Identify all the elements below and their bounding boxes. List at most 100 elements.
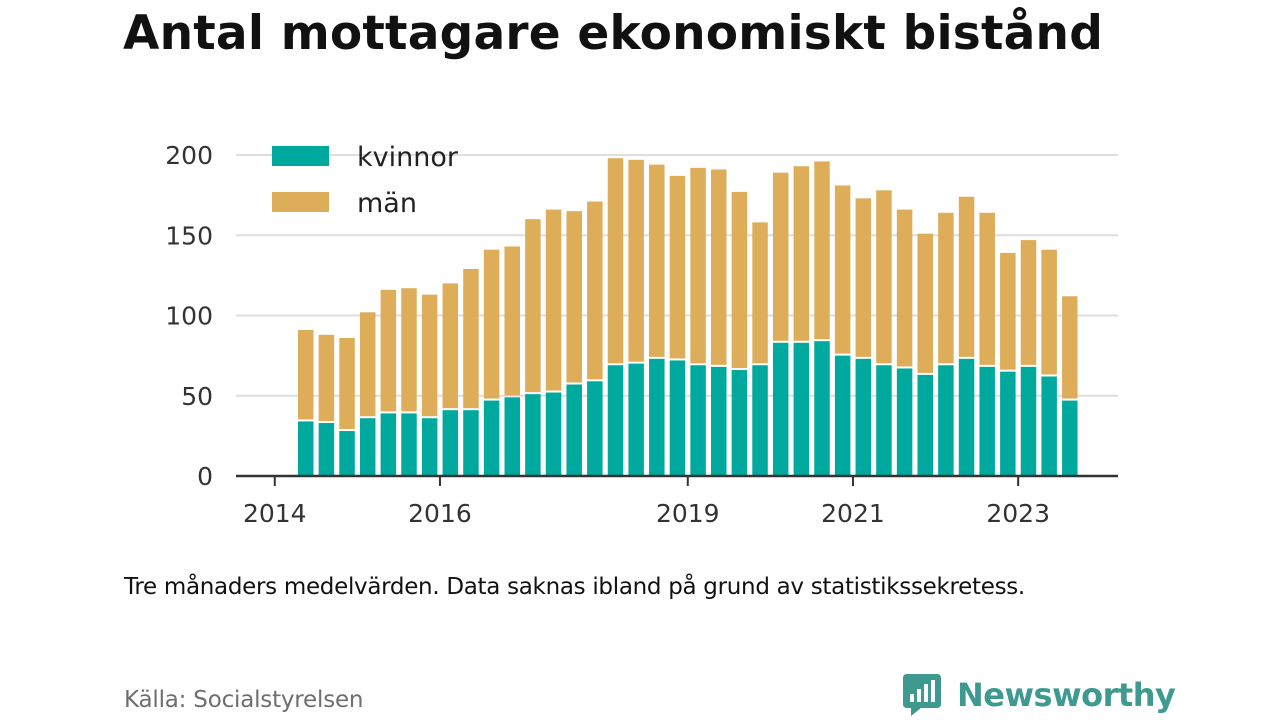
bar-man [731,191,748,369]
bar-kvinnor [1062,400,1078,476]
chart-note: Tre månaders medelvärden. Data saknas ib… [124,574,1025,600]
bar-kvinnor [339,431,355,476]
bar-kvinnor [793,342,810,476]
bar-kvinnor [607,365,624,476]
bar-kvinnor [566,384,582,476]
bar-kvinnor [690,365,706,476]
bar-kvinnor [669,360,686,476]
chart-title: Antal mottagare ekonomiskt bistånd [123,6,1104,61]
bar-man [359,312,376,417]
bar-kvinnor [1041,376,1057,476]
legend-swatch [272,146,329,166]
bar-man [607,158,624,364]
legend-label: kvinnor [357,142,459,173]
bar-kvinnor [938,365,954,476]
bar-kvinnor [380,413,397,476]
x-tick-label: 2021 [821,499,885,528]
bar-man [896,209,913,367]
bar-kvinnor [525,394,541,476]
bar-kvinnor [917,374,933,476]
bar-kvinnor [318,423,335,476]
bar-man [318,334,335,422]
bar-man [752,222,768,364]
legend: kvinnor män [272,142,459,219]
bar-kvinnor [545,392,562,476]
y-tick-label: 150 [165,221,213,250]
bar-man [649,164,665,357]
bar-man [834,185,851,354]
bar-kvinnor [298,421,314,476]
bar-man [380,289,397,412]
bar-man [876,190,892,364]
bar-man [421,294,438,417]
bar-kvinnor [876,365,892,476]
bar-kvinnor [814,341,830,476]
bar-man [711,169,727,365]
bar-man [958,196,975,357]
bar-man [587,201,603,380]
bar-kvinnor [896,368,913,476]
bar-kvinnor [649,358,665,476]
x-tick-label: 2019 [656,499,720,528]
bar-man [463,268,479,409]
newsworthy-logo-icon [903,674,941,716]
bar-man [979,212,995,365]
bar-kvinnor [401,413,417,476]
y-tick-label: 200 [165,141,213,170]
x-tick-label: 2023 [986,499,1050,528]
bar-kvinnor [772,342,789,476]
bar-man [793,166,810,341]
bar-kvinnor [421,418,438,476]
bars [298,158,1078,476]
bar-man [525,219,541,393]
bar-man [814,161,830,340]
bar-kvinnor [442,410,459,476]
bar-kvinnor [958,358,975,476]
bar-man [1062,296,1078,399]
bar-kvinnor [359,418,376,476]
bar-man [772,172,789,341]
legend-swatch [272,192,329,212]
bar-man [298,329,314,420]
stacked-bar-chart: 0 50 100 150 200 2014 2016 2019 2021 2023 kvinnor… [165,141,1118,528]
newsworthy-logo-text: Newsworthy [957,676,1176,714]
bar-man [566,211,582,383]
bar-kvinnor [711,366,727,476]
bar-man [938,212,954,364]
bar-man [442,283,459,409]
bar-man [545,209,562,391]
bar-kvinnor [463,410,479,476]
y-tick-label: 50 [181,382,213,411]
y-tick-label: 0 [197,462,213,491]
bar-man [339,337,355,430]
bar-man [401,288,417,412]
bar-man [1020,240,1037,365]
source-label: Källa: Socialstyrelsen [124,687,364,713]
x-tick-label: 2014 [243,499,307,528]
x-tick-label: 2016 [408,499,472,528]
bar-man [1000,252,1016,370]
bar-man [690,167,706,364]
bar-kvinnor [504,397,520,476]
bar-kvinnor [834,355,851,476]
bar-man [669,175,686,359]
bar-man [855,198,872,357]
legend-label: män [357,188,417,219]
bar-kvinnor [1020,366,1037,476]
bar-kvinnor [587,381,603,476]
bar-kvinnor [628,363,644,476]
bar-man [1041,249,1057,375]
bar-man [483,249,500,399]
bar-kvinnor [731,370,748,476]
bar-man [628,159,644,362]
y-tick-label: 100 [165,302,213,331]
newsworthy-logo[interactable]: Newsworthy [901,671,1176,719]
bar-kvinnor [1000,371,1016,476]
bar-man [917,233,933,373]
bar-kvinnor [483,400,500,476]
bar-kvinnor [752,365,768,476]
bar-kvinnor [855,358,872,476]
bar-kvinnor [979,366,995,476]
axes: 0 50 100 150 200 2014 2016 2019 2021 2023 [165,141,1118,528]
bar-man [504,246,520,396]
